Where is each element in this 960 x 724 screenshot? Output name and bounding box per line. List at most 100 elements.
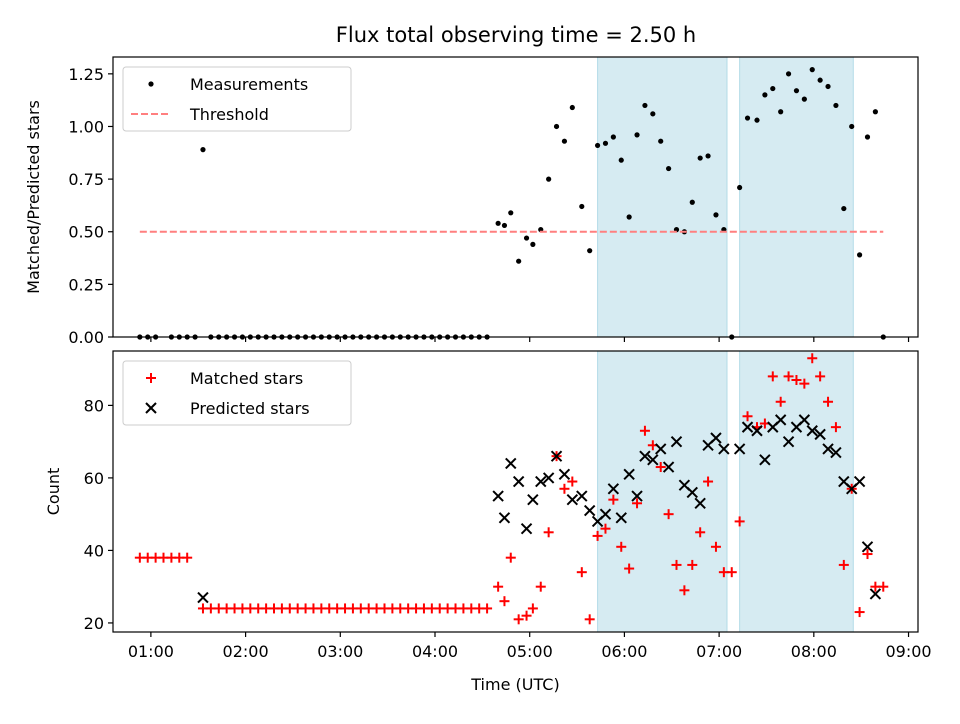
matched-star-point bbox=[493, 581, 504, 592]
matched-star-point bbox=[703, 476, 714, 487]
measurement-point bbox=[754, 117, 760, 123]
x-b bbox=[623, 468, 635, 480]
x-b bbox=[197, 591, 209, 604]
predicted-star-point bbox=[662, 461, 675, 473]
measurement-point bbox=[495, 220, 501, 226]
predicted-star-point bbox=[686, 486, 698, 499]
predicted-star-point bbox=[869, 588, 882, 600]
y-axis-label: Count bbox=[44, 468, 63, 516]
observing-window-2 bbox=[739, 350, 854, 633]
series-matched-stars bbox=[134, 353, 889, 625]
measurement-point bbox=[587, 248, 593, 254]
measurement-point bbox=[561, 138, 568, 144]
legend-label: Matched stars bbox=[190, 369, 303, 388]
x-b bbox=[798, 414, 811, 426]
matched-star-point bbox=[710, 541, 721, 552]
matched-star-point bbox=[600, 523, 611, 534]
predicted-star-point bbox=[607, 483, 620, 495]
y-tick-label: 0.75 bbox=[68, 170, 104, 189]
matched-star-point bbox=[521, 610, 532, 621]
x-b bbox=[576, 490, 588, 502]
x-b bbox=[733, 443, 746, 455]
predicted-star-point bbox=[853, 475, 866, 488]
x-b bbox=[869, 588, 882, 600]
measurement-point bbox=[650, 111, 656, 117]
predicted-star-point bbox=[670, 435, 683, 448]
measurement-point bbox=[793, 88, 800, 94]
measurement-point bbox=[642, 102, 648, 109]
predicted-star-point bbox=[861, 541, 874, 553]
x-b bbox=[558, 468, 571, 480]
matched-star-point bbox=[823, 396, 834, 407]
legend-label: Threshold bbox=[189, 105, 269, 124]
predicted-star-point bbox=[806, 425, 818, 437]
x-b bbox=[542, 472, 555, 484]
predicted-star-point bbox=[535, 475, 547, 488]
axes-frame bbox=[112, 350, 919, 633]
predicted-star-point bbox=[512, 475, 525, 488]
legend-box bbox=[122, 360, 352, 426]
x-b bbox=[492, 490, 504, 502]
matched-star-point bbox=[559, 483, 570, 494]
measurement-point bbox=[801, 96, 807, 102]
y-tick-label: 40 bbox=[84, 541, 104, 560]
matched-star-point bbox=[799, 378, 810, 389]
predicted-star-point bbox=[623, 468, 635, 480]
predicted-star-point bbox=[639, 450, 651, 462]
predicted-star-point bbox=[550, 450, 563, 462]
legend-label: Measurements bbox=[190, 75, 308, 94]
measurement-point bbox=[508, 210, 514, 216]
predicted-star-point bbox=[558, 468, 571, 480]
matched-star-point bbox=[632, 498, 643, 509]
x-b bbox=[694, 497, 706, 509]
matched-star-point bbox=[838, 559, 849, 570]
predicted-star-point bbox=[751, 425, 763, 437]
predicted-star-point bbox=[542, 472, 555, 484]
matched-star-point bbox=[527, 603, 538, 614]
matched-star-point bbox=[695, 527, 706, 538]
x-tick-label: 09:00 bbox=[885, 642, 931, 661]
x-b bbox=[806, 425, 818, 437]
predicted-star-point bbox=[615, 512, 627, 524]
measurement-point bbox=[546, 176, 552, 182]
measurement-point bbox=[516, 258, 522, 264]
predicted-star-point bbox=[505, 457, 517, 470]
matched-star-point bbox=[624, 563, 635, 574]
matched-star-point bbox=[767, 371, 778, 382]
matched-star-point bbox=[567, 476, 578, 487]
measurement-point bbox=[713, 212, 719, 218]
x-b bbox=[741, 421, 754, 433]
x-b bbox=[505, 457, 517, 470]
matched-star-point bbox=[807, 353, 818, 364]
matched-star-point bbox=[482, 603, 493, 614]
measurement-point bbox=[872, 109, 878, 115]
matched-star-point bbox=[576, 567, 587, 578]
x-tick-label: 01:00 bbox=[128, 642, 174, 661]
x-b bbox=[751, 425, 763, 437]
matched-star-point bbox=[854, 607, 865, 618]
matched-star-point bbox=[535, 581, 546, 592]
measurement-point bbox=[523, 235, 530, 241]
matched-star-point bbox=[783, 371, 794, 382]
predicted-star-point bbox=[655, 443, 667, 455]
predicted-star-point bbox=[498, 512, 511, 524]
measurement-point bbox=[579, 203, 585, 210]
series-predicted-stars bbox=[197, 414, 882, 604]
matched-star-point bbox=[584, 614, 595, 625]
y-tick-label: 0.00 bbox=[68, 328, 104, 347]
measurement-point bbox=[841, 205, 847, 212]
measurement-point bbox=[849, 123, 855, 130]
x-axis-label: Time (UTC) bbox=[470, 675, 559, 694]
x-b bbox=[838, 475, 850, 488]
measurement-point bbox=[569, 104, 575, 111]
measurement-point bbox=[809, 67, 815, 73]
y-tick-label: 1.25 bbox=[68, 65, 104, 84]
matched-star-point bbox=[742, 411, 753, 422]
matched-star-point bbox=[616, 541, 627, 552]
y-tick-label: 1.00 bbox=[68, 117, 104, 136]
x-b bbox=[759, 454, 771, 466]
predicted-star-point bbox=[759, 454, 771, 466]
measurement-point bbox=[744, 115, 751, 121]
matched-star-point bbox=[639, 425, 650, 436]
predicted-star-point bbox=[782, 435, 795, 448]
